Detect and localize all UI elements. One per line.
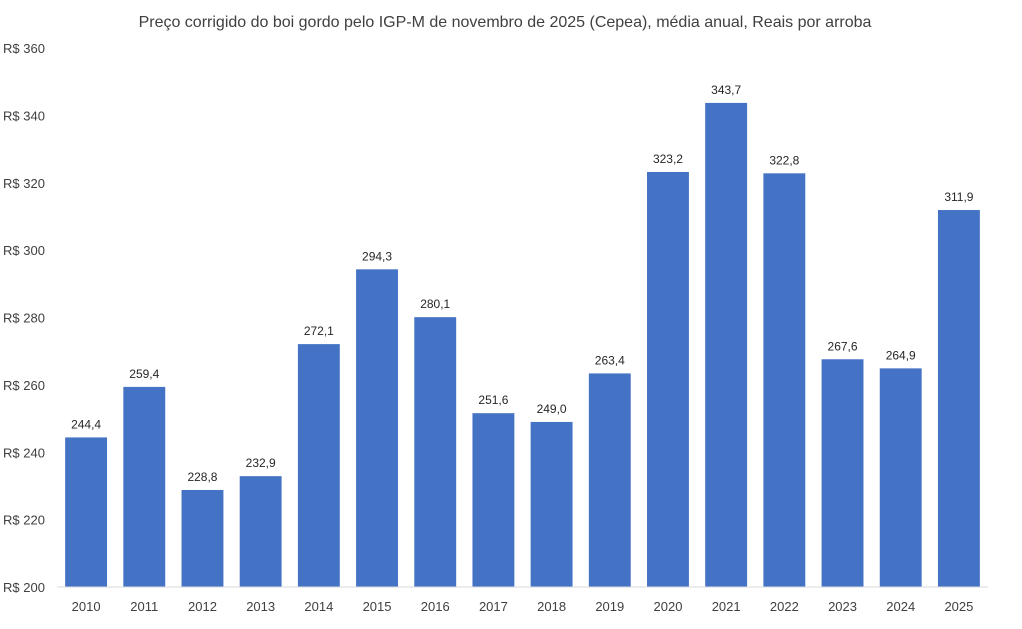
x-tick-label: 2019 (595, 599, 624, 614)
x-axis: 2010 2011 2012 2013 2014 2015 2016 2017 2018 2019… (57, 586, 988, 614)
x-tick-label: 2012 (188, 599, 217, 614)
bar-2014 (297, 344, 340, 587)
y-tick-label: R$ 240 (3, 445, 45, 460)
y-tick-label: R$ 200 (3, 580, 45, 595)
data-label-2012: 228,8 (187, 470, 217, 484)
data-label-2017: 251,6 (478, 393, 508, 407)
bar-2020 (647, 171, 689, 587)
y-tick-label: R$ 340 (3, 108, 45, 123)
x-tick-label: 2023 (828, 599, 857, 614)
bar-2011 (123, 386, 166, 587)
data-label-2020: 323,2 (653, 152, 683, 166)
x-tick-label: 2016 (421, 599, 450, 614)
y-axis: R$ 200 R$ 220 R$ 240 R$ 260 R$ 280 R$ 300 R$ 3… (3, 41, 45, 595)
x-tick-label: 2014 (304, 599, 333, 614)
data-label-2022: 322,8 (769, 153, 799, 167)
x-tick-label: 2025 (944, 599, 973, 614)
x-tick-label: 2015 (363, 599, 392, 614)
y-tick-label: R$ 260 (3, 378, 45, 393)
bar-2012 (181, 489, 224, 587)
x-tick-label: 2024 (886, 599, 915, 614)
y-tick-label: R$ 300 (3, 243, 45, 258)
bar-2024 (879, 368, 922, 587)
bar-2015 (356, 269, 398, 587)
data-label-2021: 343,7 (711, 83, 741, 97)
bar-2019 (588, 373, 631, 587)
x-tick-label: 2017 (479, 599, 508, 614)
bar-2016 (414, 317, 457, 587)
data-label-2024: 264,9 (886, 348, 916, 362)
bar-2018 (530, 421, 573, 587)
bar-2013 (239, 476, 282, 587)
data-label-2025: 311,9 (944, 190, 973, 204)
y-tick-label: R$ 220 (3, 513, 45, 528)
x-tick-label: 2022 (770, 599, 799, 614)
data-label-2016: 280,1 (420, 297, 450, 311)
x-tick-label: 2011 (130, 599, 158, 614)
bar-2017 (472, 413, 515, 587)
data-label-2019: 263,4 (595, 353, 625, 367)
bar-2023 (821, 359, 864, 587)
data-label-2023: 267,6 (828, 339, 858, 353)
y-tick-label: R$ 360 (3, 41, 45, 56)
data-label-2013: 232,9 (246, 456, 276, 470)
bar-2010 (65, 437, 108, 587)
x-tick-label: 2013 (246, 599, 275, 614)
x-tick-label: 2020 (654, 599, 683, 614)
x-tick-label: 2021 (712, 599, 741, 614)
x-tick-label: 2018 (537, 599, 566, 614)
y-tick-label: R$ 280 (3, 311, 45, 326)
chart-title: Preço corrigido do boi gordo pelo IGP-M … (139, 14, 872, 31)
data-label-2014: 272,1 (304, 324, 334, 338)
bar-2021 (705, 102, 748, 588)
data-label-2010: 244,4 (71, 417, 101, 431)
y-tick-label: R$ 320 (3, 176, 45, 191)
bar-2025 (937, 210, 980, 588)
data-label-2018: 249,0 (537, 402, 567, 416)
x-tick-label: 2010 (72, 599, 101, 614)
bars-group: 244,4 259,4 228,8 232,9 272,1 294,3 280,1 251,6… (65, 83, 980, 588)
bar-2022 (763, 173, 806, 587)
data-label-2011: 259,4 (129, 367, 159, 381)
data-label-2015: 294,3 (362, 249, 392, 263)
